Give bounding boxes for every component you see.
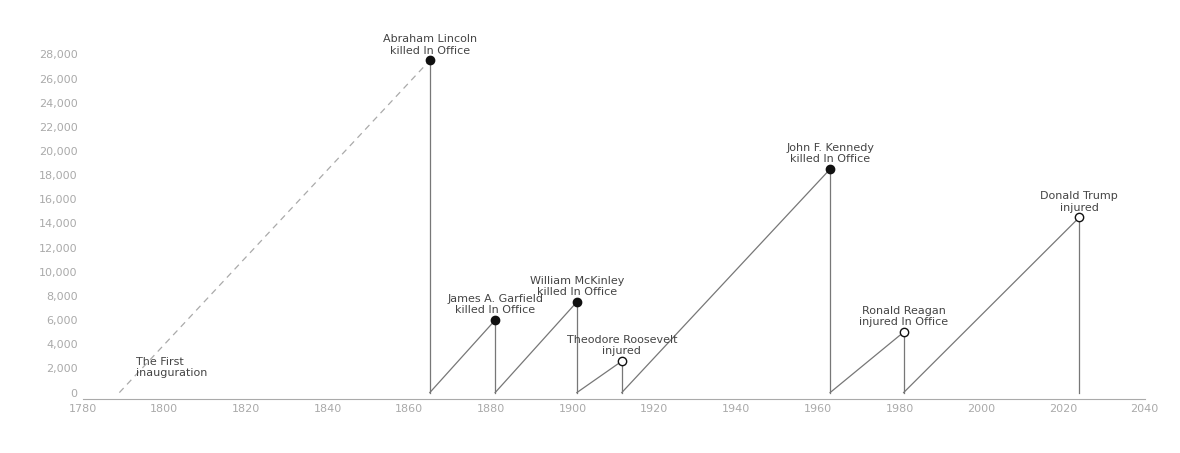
Text: Ronald Reagan
injured In Office: Ronald Reagan injured In Office — [859, 306, 949, 328]
Text: Donald Trump
injured: Donald Trump injured — [1041, 191, 1119, 212]
Text: The First
inauguration: The First inauguration — [136, 357, 206, 378]
Text: William McKinley
killed In Office: William McKinley killed In Office — [530, 275, 624, 297]
Text: Abraham Lincoln
killed In Office: Abraham Lincoln killed In Office — [382, 34, 477, 56]
Text: Theodore Roosevelt
injured: Theodore Roosevelt injured — [566, 335, 677, 357]
Text: John F. Kennedy
killed In Office: John F. Kennedy killed In Office — [786, 143, 874, 164]
Text: James A. Garfield
killed In Office: James A. Garfield killed In Office — [447, 294, 543, 315]
